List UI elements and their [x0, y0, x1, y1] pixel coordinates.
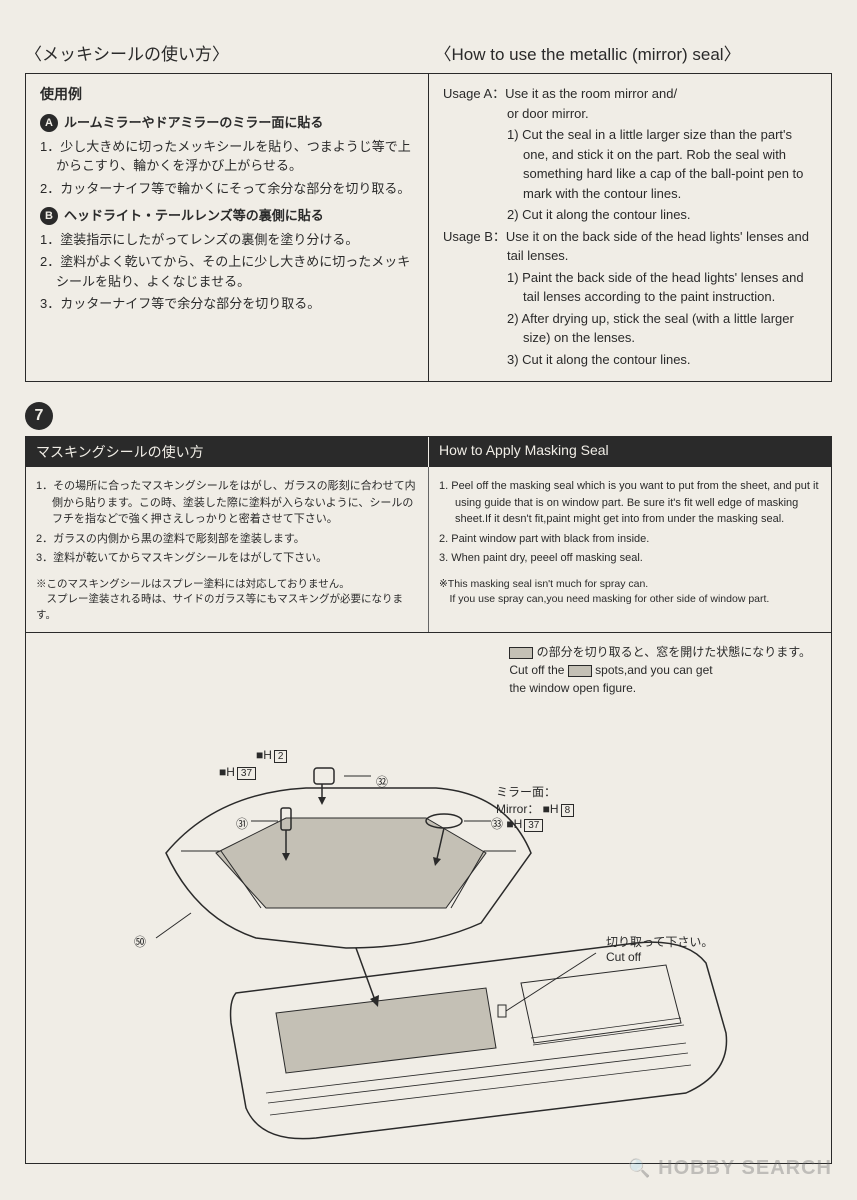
legend-en-row: Cut off the spots,and you can get — [509, 661, 811, 679]
mask-jp-note1: ※このマスキングシールはスプレー塗料には対応しておりません。 — [36, 577, 418, 593]
search-icon: 🔍 — [628, 1158, 651, 1178]
gray-swatch-icon2 — [568, 665, 592, 677]
jp-b2: 2．塗料がよく乾いてから、その上に少し大きめに切ったメッキシールを貼り、よくなじ… — [40, 252, 414, 291]
cutoff-jp: 切り取って下さい。 — [606, 935, 713, 949]
legend-en3: the window open figure. — [509, 679, 811, 697]
masking-header-jp: マスキングシールの使い方 — [26, 437, 429, 467]
mirror-en: Mirror： — [496, 802, 539, 816]
usage-b-head: B ヘッドライト・テールレンズ等の裏側に貼る — [40, 206, 414, 226]
letter-a-icon: A — [40, 114, 58, 132]
ph8-val: 8 — [561, 804, 575, 817]
mirror-box-jp: 使用例 A ルームミラーやドアミラーのミラー面に貼る 1．少し大きめに切ったメッ… — [26, 74, 429, 381]
mask-en-note1: ※This masking seal isn't much for spray … — [439, 577, 821, 593]
step-number-icon: 7 — [25, 402, 53, 430]
en-a-head2: or door mirror. — [443, 104, 817, 124]
usage-title: 使用例 — [40, 84, 414, 105]
watermark: 🔍 HOBBY SEARCH — [628, 1157, 832, 1180]
label-50: ㊿ — [134, 933, 146, 950]
legend-jp-text: の部分を切り取ると、窓を開けた状態になります。 — [537, 645, 811, 659]
mask-jp-2: 2．ガラスの内側から黒の塗料で彫刻部を塗装します。 — [36, 531, 418, 548]
cutoff-en: Cut off — [606, 950, 641, 964]
usage-b-text: ヘッドライト・テールレンズ等の裏側に貼る — [64, 206, 324, 226]
gray-swatch-icon — [509, 647, 533, 659]
letter-b-icon: B — [40, 207, 58, 225]
jp-b1: 1．塗装指示にしたがってレンズの裏側を塗り分ける。 — [40, 230, 414, 250]
en-b1: 1) Paint the back side of the head light… — [443, 268, 817, 307]
mask-en-note2: If you use spray can,you need masking fo… — [439, 592, 821, 608]
ph2-val: 2 — [274, 750, 288, 763]
ph37a-val: 37 — [237, 767, 256, 780]
masking-body: 1．その場所に合ったマスキングシールをはがし、ガラスの彫刻に合わせて内側から貼り… — [26, 467, 831, 633]
masking-body-en: 1. Peel off the masking seal which is yo… — [429, 467, 831, 632]
label-cutoff: 切り取って下さい。 Cut off — [606, 933, 713, 964]
usage-a-text: ルームミラーやドアミラーのミラー面に貼る — [64, 113, 323, 133]
mask-jp-note2: スプレー塗装される時は、サイドのガラス等にもマスキングが必要になります。 — [36, 592, 418, 624]
en-b-head: Usage B：Use it on the back side of the h… — [443, 227, 817, 266]
mask-en-1: 1. Peel off the masking seal which is yo… — [439, 478, 821, 528]
mirror-box-en: Usage A：Use it as the room mirror and/ o… — [429, 74, 831, 381]
label-ph2: ■H2 — [256, 748, 287, 763]
jp-a2: 2．カッターナイフ等で輪かくにそって余分な部分を切り取る。 — [40, 179, 414, 199]
diagram-area: の部分を切り取ると、窓を開けた状態になります。 Cut off the spot… — [26, 633, 831, 1163]
en-b2: 2) After drying up, stick the seal (with… — [443, 309, 817, 348]
mirror-seal-box: 使用例 A ルームミラーやドアミラーのミラー面に貼る 1．少し大きめに切ったメッ… — [25, 73, 832, 382]
en-a2: 2) Cut it along the contour lines. — [443, 205, 817, 225]
usage-a-head: A ルームミラーやドアミラーのミラー面に貼る — [40, 113, 414, 133]
en-a1: 1) Cut the seal in a little larger size … — [443, 125, 817, 203]
mask-en-3: 3. When paint dry, peeel off masking sea… — [439, 550, 821, 567]
masking-container: マスキングシールの使い方 How to Apply Masking Seal 1… — [25, 436, 832, 1164]
masking-header: マスキングシールの使い方 How to Apply Masking Seal — [26, 437, 831, 467]
label-mirror: ミラー面： Mirror： ■H8 — [496, 783, 574, 817]
masking-header-en: How to Apply Masking Seal — [429, 437, 831, 467]
jp-b3: 3．カッターナイフ等で余分な部分を切り取る。 — [40, 294, 414, 314]
header-en: 〈How to use the metallic (mirror) seal〉 — [423, 40, 833, 65]
masking-body-jp: 1．その場所に合ったマスキングシールをはがし、ガラスの彫刻に合わせて内側から貼り… — [26, 467, 429, 632]
mirror-jp: ミラー面： — [496, 785, 556, 799]
mask-jp-1: 1．その場所に合ったマスキングシールをはがし、ガラスの彫刻に合わせて内側から貼り… — [36, 478, 418, 528]
en-a-head: Usage A：Use it as the room mirror and/ — [443, 84, 817, 104]
en-b3: 3) Cut it along the contour lines. — [443, 350, 817, 370]
label-33: ㉝ ■H37 — [491, 815, 543, 832]
label-32: ㉜ — [376, 773, 388, 790]
header-jp: 〈メッキシールの使い方〉 — [25, 40, 423, 65]
header-row: 〈メッキシールの使い方〉 〈How to use the metallic (m… — [25, 40, 832, 65]
legend-box: の部分を切り取ると、窓を開けた状態になります。 Cut off the spot… — [509, 643, 811, 697]
jp-a1: 1．少し大きめに切ったメッキシールを貼り、つまようじ等で上からこすり、輪かくを浮… — [40, 137, 414, 176]
mask-en-2: 2. Paint window part with black from ins… — [439, 531, 821, 548]
label-31: ㉛ — [236, 815, 248, 832]
mask-jp-3: 3．塗料が乾いてからマスキングシールをはがして下さい。 — [36, 550, 418, 567]
legend-en2: spots,and you can get — [595, 663, 712, 677]
ph37b-val: 37 — [524, 819, 543, 832]
watermark-text: HOBBY SEARCH — [658, 1157, 832, 1179]
legend-jp: の部分を切り取ると、窓を開けた状態になります。 — [509, 643, 811, 661]
label-ph37a: ■H37 — [219, 765, 256, 780]
legend-en1: Cut off the — [509, 663, 564, 677]
